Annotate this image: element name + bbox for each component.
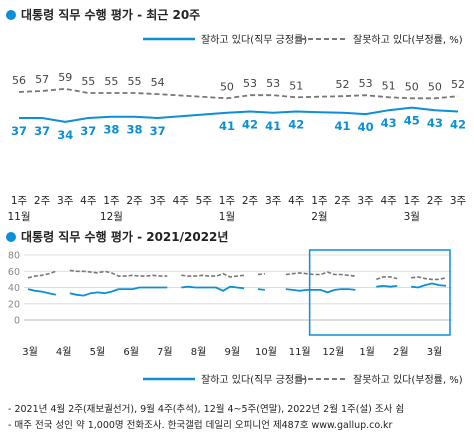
chart2-title: 대통령 직무 수행 평가 - 2021/2022년 <box>21 230 229 244</box>
chart1-negative-label: 50 <box>220 80 234 93</box>
chart1-positive-label: 43 <box>427 116 443 130</box>
chart2-month-label: 6월 <box>123 346 139 358</box>
chart1-x-tick: 3주 <box>450 195 467 207</box>
chart1-x-tick: 1주 <box>11 195 28 207</box>
chart1-negative-label: 55 <box>104 75 118 88</box>
chart2-month-label: 10월 <box>255 346 277 358</box>
chart1-positive-label: 41 <box>334 119 350 133</box>
chart2-y-tick: 60 <box>8 267 20 278</box>
chart1-x-tick: 2주 <box>34 195 51 207</box>
bullet-icon <box>6 9 16 20</box>
chart2-y-tick: 40 <box>8 283 20 294</box>
chart2-highlight-box <box>308 249 451 336</box>
chart1-x-tick: 1주 <box>311 195 328 207</box>
chart2-negative-line <box>27 269 447 281</box>
chart1-x-tick: 5주 <box>196 195 213 207</box>
legend2-negative-label: 잘못하고 있다(부정률, %) <box>353 373 463 386</box>
chart2-month-label: 3월 <box>427 346 443 358</box>
chart1-x-tick: 1주 <box>103 195 120 207</box>
chart1-positive-label: 38 <box>127 123 143 137</box>
chart1-positive-line <box>19 106 459 123</box>
footnote-2: - 매주 전국 성인 약 1,000명 전화조사. 한국갤럽 데일리 오피니언 … <box>8 420 393 431</box>
chart1-negative-label: 53 <box>359 77 373 90</box>
chart1-x-tick: 3주 <box>265 195 282 207</box>
chart1-negative-line <box>18 87 459 100</box>
chart1-positive-label: 37 <box>150 124 166 138</box>
chart1-title: 대통령 직무 수행 평가 - 최근 20주 <box>21 8 201 22</box>
chart1-x-tick: 3주 <box>149 195 166 207</box>
chart1-positive-label: 37 <box>34 124 50 138</box>
chart2-title-row: 대통령 직무 수행 평가 - 2021/2022년 <box>6 228 228 245</box>
chart1-negative-label: 51 <box>289 79 303 92</box>
chart1-x-tick: 2주 <box>427 195 444 207</box>
legend1-positive-label: 잘하고 있다(직무 긍정률) <box>201 33 307 46</box>
chart1-x-tick: 4주 <box>173 195 190 207</box>
chart1-positive-label: 37 <box>80 124 96 138</box>
chart1-positive-label: 34 <box>57 128 73 142</box>
chart1-negative-label: 52 <box>335 78 349 91</box>
chart1-negative-label: 53 <box>243 77 257 90</box>
chart1-month-label: 2월 <box>311 211 327 223</box>
chart1-x-tick: 4주 <box>288 195 305 207</box>
chart2-month-label: 7월 <box>157 346 173 358</box>
chart2-month-label: 11월 <box>289 346 311 358</box>
legend1-negative-label: 잘못하고 있다(부정률, %) <box>353 33 463 46</box>
chart1-x-tick: 1주 <box>404 195 421 207</box>
chart1-positive-label: 41 <box>265 119 281 133</box>
chart1-negative-label: 55 <box>128 75 142 88</box>
chart1-positive-label: 41 <box>219 119 235 133</box>
chart1-positive-label: 40 <box>358 120 374 134</box>
chart1-positive-label: 43 <box>381 116 397 130</box>
chart1-positive-label: 45 <box>404 114 420 128</box>
legend2-positive-label: 잘하고 있다(직무 긍정률) <box>201 373 307 386</box>
chart1-negative-label: 50 <box>405 80 419 93</box>
chart2-month-label: 8월 <box>191 346 207 358</box>
chart1-month-label: 12월 <box>100 211 123 223</box>
chart1-x-tick: 2주 <box>242 195 259 207</box>
chart1-negative-label: 53 <box>266 77 280 90</box>
chart1-positive-label: 42 <box>450 118 466 132</box>
chart1-month-label: 11월 <box>7 211 30 223</box>
footnote-1: - 2021년 4월 2주(재보궐선거), 9월 4주(추석), 12월 4~5… <box>8 404 405 415</box>
chart2-month-label: 12월 <box>322 346 344 358</box>
chart1-x-tick: 3주 <box>357 195 374 207</box>
chart2-positive-line <box>27 282 447 297</box>
chart2-month-label: 9월 <box>224 346 240 358</box>
chart2-month-label: 5월 <box>90 346 106 358</box>
chart1-month-label: 3월 <box>404 211 420 223</box>
chart1-x-tick: 2주 <box>126 195 143 207</box>
chart1-positive-label: 37 <box>11 124 27 138</box>
chart1-negative-label: 55 <box>81 75 95 88</box>
chart1-negative-label: 59 <box>58 71 72 84</box>
chart1-negative-label: 56 <box>12 74 26 87</box>
chart1-x-tick: 3주 <box>57 195 74 207</box>
chart1-negative-label: 57 <box>35 73 49 86</box>
chart1-x-tick: 4주 <box>80 195 97 207</box>
chart2-y-tick: 20 <box>8 299 20 310</box>
chart1-x-tick: 2주 <box>334 195 351 207</box>
chart1-positive-label: 38 <box>103 123 119 137</box>
bullet-icon <box>6 231 16 242</box>
chart1-positive-label: 42 <box>242 118 258 132</box>
chart1-negative-label: 50 <box>428 80 442 93</box>
chart2-month-label: 3월 <box>22 346 38 358</box>
chart2-month-label: 2월 <box>393 346 409 358</box>
chart1-negative-label: 52 <box>451 78 465 91</box>
chart1-positive-label: 42 <box>288 118 304 132</box>
chart1-negative-label: 51 <box>382 79 396 92</box>
chart2-y-tick: 0 <box>14 316 20 327</box>
chart2-y-tick: 80 <box>8 251 20 262</box>
chart2-month-label: 4월 <box>56 346 72 358</box>
chart1-month-label: 1월 <box>219 211 235 223</box>
chart1-negative-label: 54 <box>151 76 165 89</box>
chart1-title-row: 대통령 직무 수행 평가 - 최근 20주 <box>6 6 200 23</box>
chart1-x-tick: 4주 <box>381 195 398 207</box>
chart2-month-label: 1월 <box>359 346 375 358</box>
chart1-x-tick: 1주 <box>219 195 236 207</box>
